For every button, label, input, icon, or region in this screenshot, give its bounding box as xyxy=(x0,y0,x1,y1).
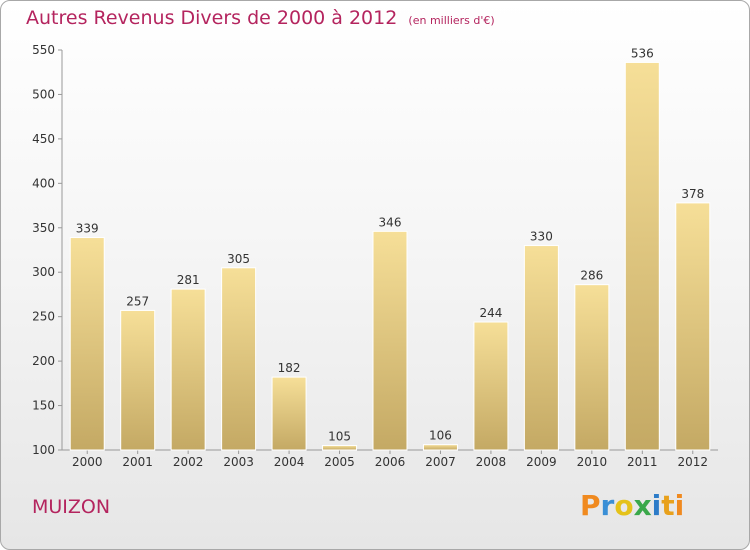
axes: 100 150 200 250 300 350 400 450 500 550 xyxy=(32,43,718,457)
y-tick-label: 250 xyxy=(32,310,55,324)
x-tick-label-2009: 2009 xyxy=(526,455,557,469)
value-label-2008: 244 xyxy=(479,306,502,320)
bar-2004 xyxy=(271,376,307,451)
x-tick-label-2008: 2008 xyxy=(476,455,507,469)
value-label-2001: 257 xyxy=(126,294,149,308)
x-tick-label-2006: 2006 xyxy=(375,455,406,469)
commune-name: MUIZON xyxy=(32,496,111,518)
bar-2005 xyxy=(322,445,358,451)
bar-2009 xyxy=(523,245,559,451)
y-tick-label: 200 xyxy=(32,354,55,368)
x-tick-label-2011: 2011 xyxy=(627,455,658,469)
bar-2011 xyxy=(624,61,660,451)
value-label-2006: 346 xyxy=(379,215,402,229)
x-tick-label-2003: 2003 xyxy=(223,455,254,469)
y-tick-label: 400 xyxy=(32,176,55,190)
y-tick-label: 450 xyxy=(32,132,55,146)
value-label-2011: 536 xyxy=(631,46,654,60)
svg-text:Proxiti: Proxiti xyxy=(580,489,684,522)
bar-2012 xyxy=(675,202,711,451)
value-label-2000: 339 xyxy=(76,222,99,236)
proxiti-logo: Proxiti xyxy=(580,489,684,522)
value-label-2012: 378 xyxy=(681,187,704,201)
bars xyxy=(69,61,711,451)
chart-title-row: Autres Revenus Divers de 2000 à 2012 (en… xyxy=(26,7,495,29)
y-tick-label: 100 xyxy=(32,443,55,457)
labels: 2000 339 2001 257 2002 281 2003 305 2004 182 2005 1… xyxy=(72,46,708,469)
chart-title: Autres Revenus Divers de 2000 à 2012 xyxy=(26,7,398,29)
x-tick-label-2002: 2002 xyxy=(173,455,204,469)
x-tick-label-2012: 2012 xyxy=(677,455,708,469)
chart-unit: (en milliers d'€) xyxy=(408,14,495,27)
bar-2003 xyxy=(221,267,257,451)
bar-2000 xyxy=(69,237,105,451)
value-label-2003: 305 xyxy=(227,252,250,266)
bar-2010 xyxy=(574,284,610,451)
value-label-2007: 106 xyxy=(429,429,452,443)
value-label-2002: 281 xyxy=(177,273,200,287)
x-tick-label-2010: 2010 xyxy=(577,455,608,469)
y-tick-label: 150 xyxy=(32,399,55,413)
bar-2001 xyxy=(120,309,156,451)
y-tick-label: 550 xyxy=(32,43,55,57)
value-label-2005: 105 xyxy=(328,430,351,444)
bar-2007 xyxy=(422,444,458,451)
y-tick-label: 500 xyxy=(32,87,55,101)
x-tick-label-2000: 2000 xyxy=(72,455,103,469)
value-label-2004: 182 xyxy=(278,361,301,375)
x-tick-label-2007: 2007 xyxy=(425,455,456,469)
y-tick-label: 300 xyxy=(32,265,55,279)
x-tick-label-2004: 2004 xyxy=(274,455,305,469)
bar-2002 xyxy=(170,288,206,451)
value-label-2010: 286 xyxy=(580,269,603,283)
y-tick-label: 350 xyxy=(32,221,55,235)
x-tick-label-2005: 2005 xyxy=(324,455,355,469)
bar-2008 xyxy=(473,321,509,451)
x-tick-label-2001: 2001 xyxy=(122,455,153,469)
value-label-2009: 330 xyxy=(530,230,553,244)
bar-2006 xyxy=(372,230,408,451)
